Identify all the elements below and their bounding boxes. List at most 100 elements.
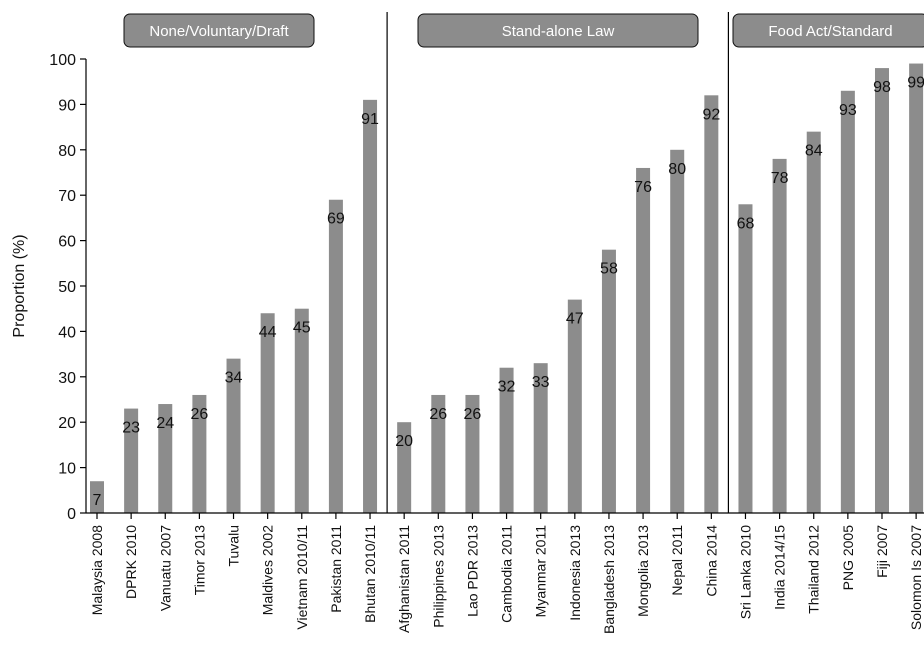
y-tick-label: 0 — [67, 506, 76, 523]
x-tick-label: Lao PDR 2013 — [464, 525, 480, 617]
x-tick-label: Pakistan 2011 — [328, 525, 344, 613]
bar — [533, 363, 548, 513]
group-separators — [386, 12, 730, 513]
x-tick-label: Mongolia 2013 — [635, 525, 651, 617]
data-label: 98 — [873, 79, 891, 96]
bar — [90, 481, 104, 513]
x-tick-label: Sri Lanka 2010 — [737, 525, 753, 619]
group-headers: None/Voluntary/Draft Stand-alone Law Food … — [123, 13, 924, 48]
bar — [499, 367, 514, 513]
x-tick-label: Tuvalu — [226, 525, 242, 567]
bar — [294, 308, 309, 513]
x-tick-label: Afghanistan 2011 — [396, 525, 412, 633]
x-tick-label: Solomon Is 2007 — [908, 525, 924, 630]
x-tick-label: Myanmar 2011 — [533, 525, 549, 618]
bar — [260, 313, 275, 513]
x-tick-label: India 2014/15 — [772, 525, 788, 610]
data-label: 23 — [122, 420, 140, 437]
x-tick-label: Philippines 2013 — [430, 525, 446, 628]
x-tick-label: Vietnam 2010/11 — [294, 525, 310, 630]
bar — [909, 63, 924, 513]
data-label: 76 — [634, 179, 652, 196]
data-label: 32 — [498, 379, 516, 396]
x-tick-label: Cambodia 2011 — [499, 525, 515, 623]
bar — [226, 358, 241, 513]
data-label: 58 — [600, 261, 618, 278]
bar — [601, 249, 616, 513]
data-label: 92 — [702, 106, 720, 123]
data-label: 80 — [668, 161, 686, 178]
bar — [192, 394, 207, 513]
y-axis: 0 10 20 30 40 50 60 70 80 90 100 — [49, 52, 87, 523]
y-tick-label: 80 — [58, 143, 76, 160]
y-tick-label: 100 — [49, 52, 76, 69]
bars — [90, 63, 924, 514]
y-axis-label: Proportion (%) — [11, 234, 28, 337]
bar — [328, 199, 343, 514]
x-tick-label: Indonesia 2013 — [567, 525, 583, 621]
x-tick-label: Vanuatu 2007 — [157, 525, 173, 611]
x-tick-label: Bhutan 2010/11 — [362, 525, 378, 623]
data-label: 69 — [327, 211, 345, 228]
data-label: 84 — [805, 143, 823, 160]
group-header-box — [123, 13, 315, 48]
x-tick-label: China 2014 — [703, 525, 719, 597]
data-label: 91 — [361, 111, 379, 128]
bar — [158, 404, 173, 513]
y-tick-label: 40 — [58, 324, 76, 341]
bar — [670, 149, 685, 514]
x-tick-label: Timor 2013 — [191, 525, 207, 596]
bar — [567, 299, 582, 513]
data-label: 7 — [93, 492, 102, 509]
data-label: 47 — [566, 311, 584, 328]
y-tick-label: 50 — [58, 279, 76, 296]
group-header-label: Stand-alone Law — [502, 23, 615, 40]
group-header-box — [417, 13, 699, 48]
bar — [874, 68, 889, 513]
group-header-label: None/Voluntary/Draft — [149, 23, 289, 40]
data-label: 93 — [839, 102, 857, 119]
bar — [772, 158, 787, 513]
x-tick-label: Malaysia 2008 — [89, 525, 105, 615]
bar — [738, 204, 753, 513]
y-tick-label: 10 — [58, 461, 76, 478]
group-header-box — [732, 13, 924, 48]
y-tick-label: 90 — [58, 97, 76, 114]
x-tick-label: Thailand 2012 — [806, 525, 822, 614]
x-tick-label: DPRK 2010 — [123, 525, 139, 599]
data-label: 26 — [464, 406, 482, 423]
y-tick-label: 30 — [58, 370, 76, 387]
y-tick-label: 20 — [58, 415, 76, 432]
y-tick-label: 60 — [58, 234, 76, 251]
data-label: 24 — [156, 415, 174, 432]
x-tick-label: Bangladesh 2013 — [601, 525, 617, 634]
data-label: 68 — [737, 215, 755, 232]
data-label: 44 — [259, 324, 277, 341]
x-tick-label: Nepal 2011 — [669, 525, 685, 596]
bar — [363, 99, 378, 514]
data-label: 45 — [293, 320, 311, 337]
x-tick-label: PNG 2005 — [840, 525, 856, 591]
y-tick-label: 70 — [58, 188, 76, 205]
bar — [636, 167, 651, 513]
group-header-label: Food Act/Standard — [768, 23, 892, 40]
bar — [465, 394, 480, 513]
data-label: 26 — [190, 406, 208, 423]
bar — [840, 90, 855, 513]
bar — [431, 394, 446, 513]
bar — [806, 131, 821, 513]
bar — [124, 408, 139, 513]
x-axis: Malaysia 2008 DPRK 2010 Vanuatu 2007 Timor … — [86, 512, 924, 634]
bar — [704, 95, 719, 513]
data-label: 20 — [395, 433, 413, 450]
data-labels: 7 23 24 26 34 44 45 69 91 20 26 26 32 33 47 58 76 80 92 68 7… — [93, 75, 924, 510]
data-label: 26 — [429, 406, 447, 423]
x-tick-label: Maldives 2002 — [260, 525, 276, 615]
data-label: 78 — [771, 170, 789, 187]
data-label: 99 — [907, 75, 924, 92]
x-tick-label: Fiji 2007 — [874, 525, 890, 578]
bar — [397, 422, 412, 513]
data-label: 34 — [225, 370, 243, 387]
data-label: 33 — [532, 374, 550, 391]
